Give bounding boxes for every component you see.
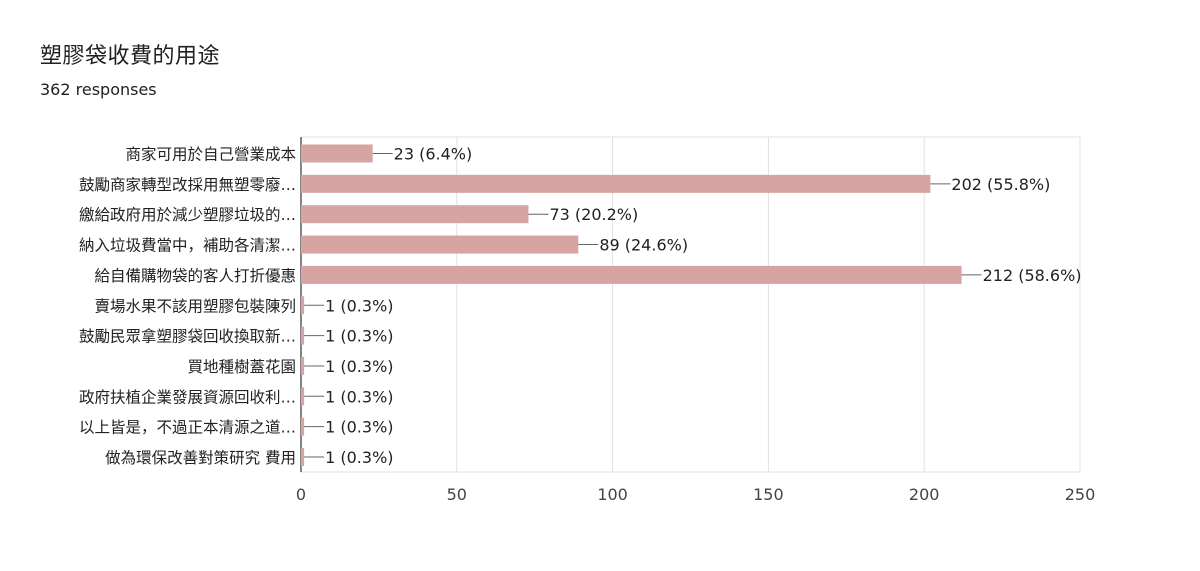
data-label: 1 (0.3%) — [325, 448, 393, 467]
chart-title: 塑膠袋收費的用途 — [40, 44, 221, 69]
bar — [301, 205, 529, 224]
category-label: 以上皆是，不過正本清源之道… — [79, 419, 296, 437]
data-labels: 23 (6.4%) 202 (55.8%) 73 (20.2%) 89 (24.6%)… — [304, 145, 1082, 467]
category-label: 做為環保改善對策研究 費用 — [105, 449, 296, 467]
gridlines — [300, 136, 1081, 473]
category-label: 買地種樹蓋花園 — [187, 358, 296, 376]
bar — [301, 448, 305, 466]
x-tick-label: 200 — [909, 485, 940, 504]
bar — [301, 265, 962, 284]
x-tick-label: 50 — [447, 485, 467, 504]
x-tick-label: 0 — [296, 485, 306, 504]
data-label: 1 (0.3%) — [325, 418, 393, 437]
category-label: 鼓勵民眾拿塑膠袋回收換取新… — [79, 327, 296, 346]
category-label: 繳給政府用於減少塑膠垃圾的… — [79, 206, 296, 224]
bar — [301, 296, 305, 315]
data-label: 1 (0.3%) — [325, 387, 393, 406]
data-label: 1 (0.3%) — [325, 357, 393, 376]
bar — [301, 417, 305, 436]
category-label: 政府扶植企業發展資源回收利… — [79, 388, 296, 406]
data-label: 23 (6.4%) — [394, 145, 473, 164]
bars — [301, 144, 962, 466]
bar — [301, 326, 305, 345]
x-tick-label: 150 — [753, 485, 784, 504]
data-label: 73 (20.2%) — [549, 205, 638, 224]
category-label: 商家可用於自己營業成本 — [125, 146, 296, 164]
x-axis-tick-labels: 0 50 100 150 200 250 — [296, 485, 1095, 504]
data-label: 202 (55.8%) — [951, 175, 1050, 194]
data-label: 1 (0.3%) — [325, 296, 393, 315]
response-count: 362 responses — [40, 80, 157, 99]
bar — [301, 387, 305, 406]
category-label: 納入垃圾費當中，補助各清潔… — [79, 237, 296, 255]
bar — [301, 356, 305, 375]
category-label: 給自備購物袋的客人打折優惠 — [94, 267, 296, 285]
bar — [301, 144, 373, 163]
bar — [301, 174, 931, 193]
category-label: 賣場水果不該用塑膠包裝陳列 — [94, 297, 296, 315]
x-tick-label: 100 — [597, 485, 628, 504]
bar — [301, 235, 579, 254]
data-label: 212 (58.6%) — [983, 266, 1082, 285]
category-label: 鼓勵商家轉型改採用無塑零廢… — [79, 175, 296, 194]
data-label: 89 (24.6%) — [599, 236, 688, 255]
data-label: 1 (0.3%) — [325, 327, 393, 346]
x-tick-label: 250 — [1065, 485, 1096, 504]
